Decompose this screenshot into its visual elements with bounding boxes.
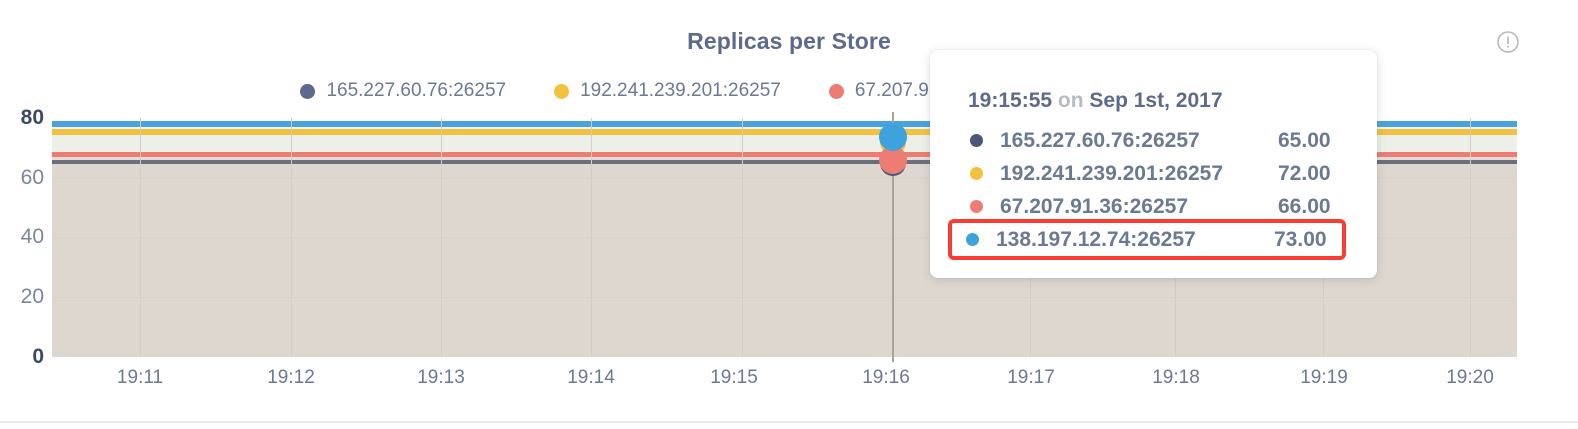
y-tick-20: 20: [20, 285, 44, 308]
tooltip-time: 19:15:55: [968, 89, 1053, 112]
tooltip-series-name: 165.227.60.76:26257: [1000, 128, 1200, 152]
tooltip-dot-icon: [970, 167, 983, 180]
tooltip-rows: 165.227.60.76:26257 65.00 192.241.239.20…: [948, 124, 1356, 260]
tooltip-on-word: on: [1057, 89, 1084, 112]
tooltip-row-138-197-12-74: 138.197.12.74:26257 73.00: [948, 219, 1346, 260]
x-tick-19-11: 19:11: [116, 367, 164, 388]
y-tick-60: 60: [20, 166, 44, 189]
series-line-67-207-91-36: [52, 152, 1517, 157]
x-tick-19-18: 19:18: [1152, 367, 1200, 388]
series-line-165-227-60-76: [52, 159, 1517, 164]
page-title: Replicas per Store: [687, 28, 891, 54]
x-tick-19-12: 19:12: [267, 367, 315, 388]
bottom-divider: [0, 421, 1578, 423]
tooltip-series-name: 67.207.91.36:26257: [1000, 194, 1189, 218]
series-line-192-241-239-201: [52, 129, 1517, 135]
y-tick-80: 80: [20, 106, 44, 129]
x-tick-19-17: 19:17: [1007, 367, 1055, 388]
gridline-v-19-13: [441, 118, 442, 357]
x-tick-19-16: 19:16: [862, 367, 910, 388]
hover-marker-138-197-12-74: [879, 123, 907, 151]
tooltip-row-67-207-91-36: 67.207.91.36:26257 66.00: [956, 190, 1356, 223]
exclamation-circle-icon[interactable]: [1496, 30, 1520, 54]
tooltip-date: Sep 1st, 2017: [1089, 89, 1223, 112]
x-tick-19-14: 19:14: [567, 367, 615, 388]
gridline-v-19-12: [291, 118, 292, 357]
gridline-40: [52, 237, 1517, 238]
x-tick-19-13: 19:13: [417, 367, 465, 388]
tooltip-row-192-241-239-201: 192.241.239.201:26257 72.00: [956, 157, 1356, 190]
hover-crosshair: [892, 112, 894, 362]
tooltip-series-name: 138.197.12.74:26257: [996, 227, 1196, 251]
x-tick-19-19: 19:19: [1300, 367, 1348, 388]
tooltip-dot-icon: [966, 233, 979, 246]
series-area-67-207-91-36: [52, 156, 1517, 160]
gridline-20: [52, 297, 1517, 298]
tooltip-series-value: 65.00: [1278, 128, 1331, 152]
tooltip-series-value: 72.00: [1278, 161, 1331, 185]
y-tick-40: 40: [20, 225, 44, 248]
x-tick-19-15: 19:15: [710, 367, 758, 388]
series-line-138-197-12-74: [52, 121, 1517, 127]
tooltip-series-value: 66.00: [1278, 194, 1331, 218]
gridline-v-19-15: [742, 118, 743, 357]
x-tick-19-20: 19:20: [1446, 367, 1494, 388]
tooltip-row-165-227-60-76: 165.227.60.76:26257 65.00: [956, 124, 1356, 157]
tooltip-timestamp: 19:15:55 on Sep 1st, 2017: [968, 89, 1223, 113]
gridline-v-19-20: [1470, 118, 1471, 357]
gridline-v-19-11: [140, 118, 141, 357]
gridline-60: [52, 178, 1517, 179]
y-tick-0: 0: [32, 345, 44, 368]
tooltip-dot-icon: [970, 134, 983, 147]
tooltip-series-name: 192.241.239.201:26257: [1000, 161, 1224, 185]
tooltip-series-value: 73.00: [1274, 227, 1327, 251]
gridline-v-19-14: [591, 118, 592, 357]
series-area-138-197-12-74: [52, 126, 1517, 129]
tooltip-dot-icon: [970, 200, 983, 213]
hover-tooltip: 19:15:55 on Sep 1st, 2017 165.227.60.76:…: [930, 50, 1377, 278]
